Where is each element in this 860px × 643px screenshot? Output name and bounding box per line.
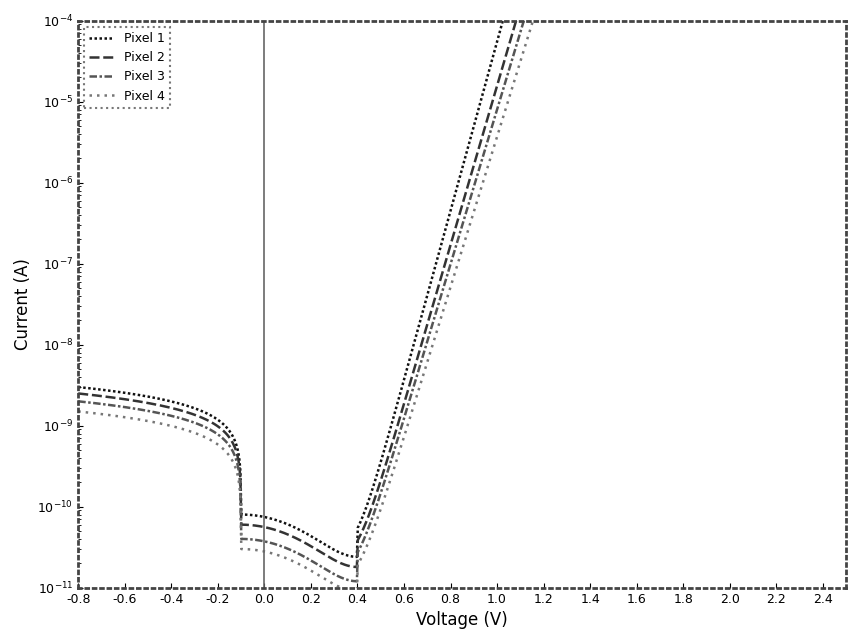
Pixel 1 bbox=[352, 553, 362, 561]
Legend: Pixel 1, Pixel 2, Pixel 3, Pixel 4: Pixel 1, Pixel 2, Pixel 3, Pixel 4 bbox=[84, 27, 170, 107]
Pixel 1 bbox=[73, 383, 83, 391]
Pixel 4 bbox=[526, 23, 537, 30]
Pixel 3 bbox=[352, 577, 362, 585]
Pixel 2 bbox=[119, 395, 129, 403]
Pixel 3 bbox=[73, 397, 83, 405]
Pixel 2 bbox=[507, 32, 517, 40]
Pixel 4 bbox=[73, 408, 83, 415]
Pixel 4 bbox=[119, 413, 129, 421]
Line: Pixel 4: Pixel 4 bbox=[78, 0, 823, 592]
Pixel 2 bbox=[73, 390, 83, 397]
X-axis label: Voltage (V): Voltage (V) bbox=[416, 611, 508, 629]
Pixel 4 bbox=[352, 588, 362, 595]
Line: Pixel 3: Pixel 3 bbox=[78, 0, 823, 581]
Pixel 3 bbox=[507, 57, 517, 65]
Pixel 4 bbox=[507, 86, 517, 94]
Line: Pixel 1: Pixel 1 bbox=[78, 0, 823, 557]
Line: Pixel 2: Pixel 2 bbox=[78, 0, 823, 567]
Pixel 3 bbox=[119, 403, 129, 411]
Pixel 2 bbox=[352, 563, 362, 571]
Pixel 1 bbox=[119, 389, 129, 397]
Y-axis label: Current (A): Current (A) bbox=[14, 258, 32, 350]
